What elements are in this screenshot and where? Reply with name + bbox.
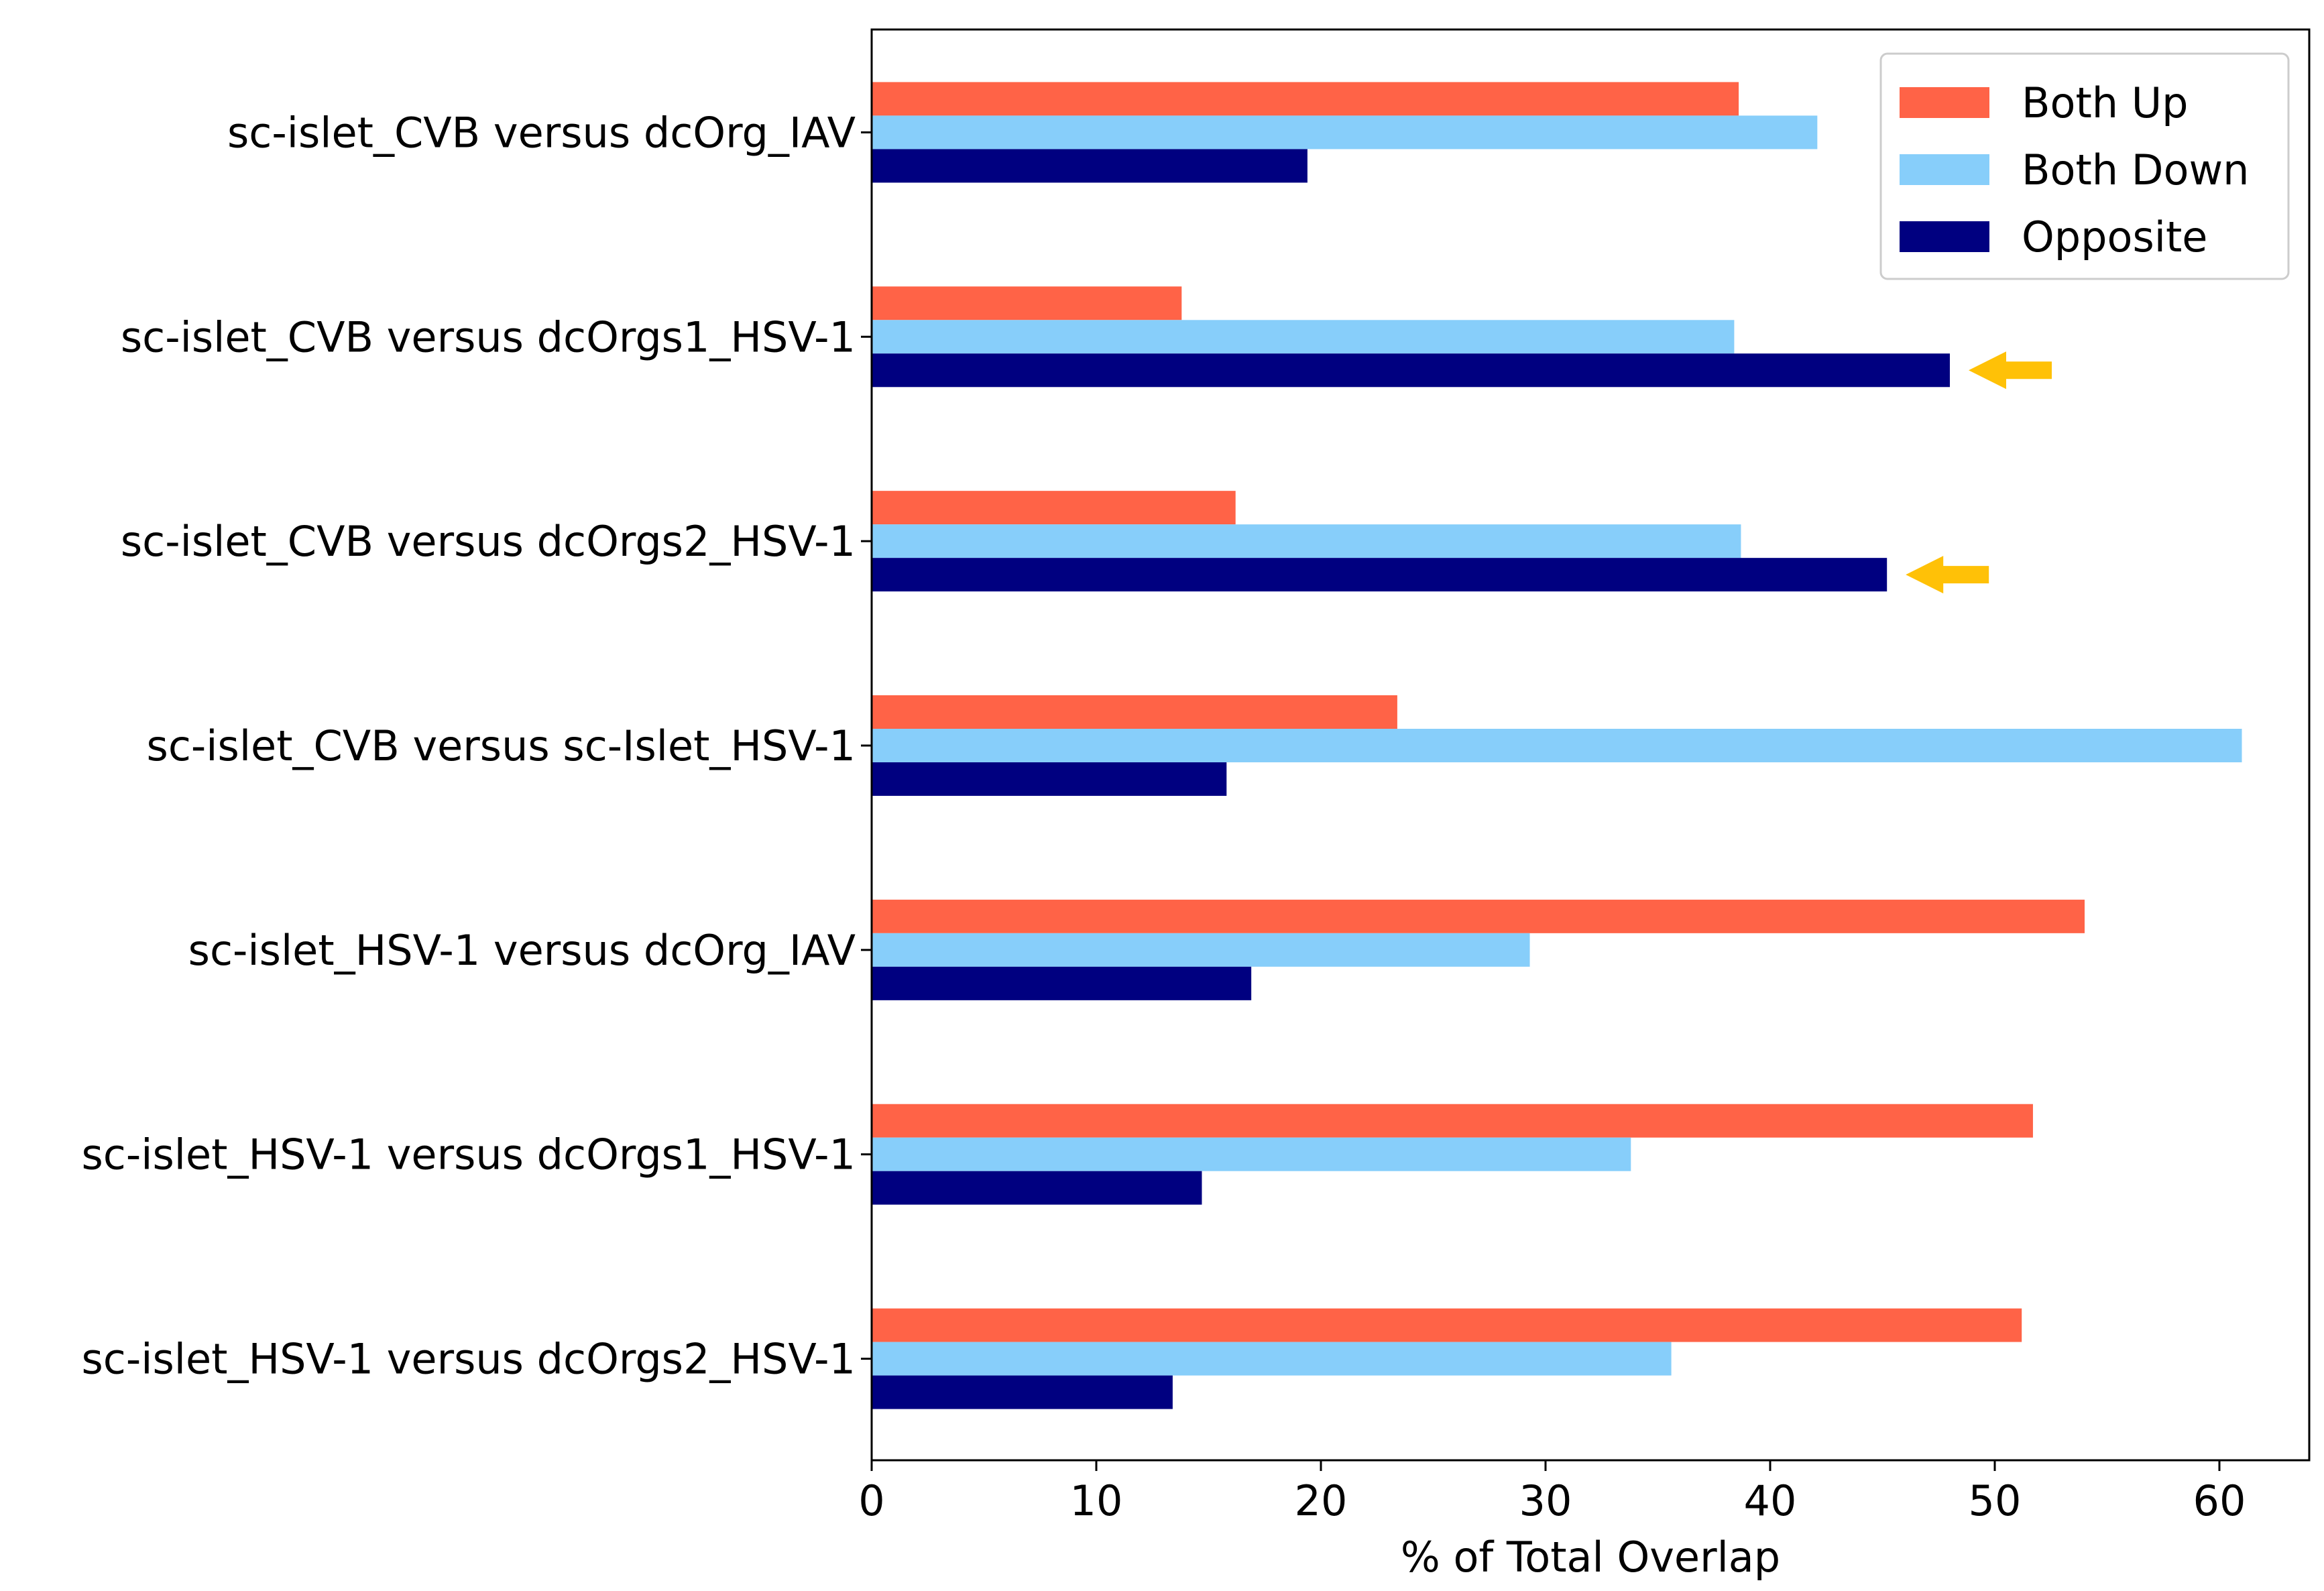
bar-opposite-5[interactable]: [872, 1171, 1202, 1205]
legend-swatch-both-down[interactable]: [1900, 154, 1989, 185]
category-label: sc-islet_CVB versus dcOrg_IAV: [227, 108, 856, 157]
bar-opposite-6[interactable]: [872, 1375, 1173, 1409]
bar-both-up-4[interactable]: [872, 899, 2085, 933]
bars-layer: [872, 82, 2242, 1409]
bar-both-down-6[interactable]: [872, 1342, 1672, 1376]
bar-both-down-3[interactable]: [872, 729, 2242, 762]
bar-both-down-4[interactable]: [872, 933, 1530, 967]
x-tick-label: 60: [2193, 1476, 2246, 1525]
highlight-arrow-icon: [1906, 556, 1989, 594]
bar-both-up-5[interactable]: [872, 1104, 2033, 1138]
x-tick-label: 10: [1070, 1476, 1123, 1525]
annotations-layer: [1906, 351, 2052, 594]
x-tick-label: 20: [1295, 1476, 1348, 1525]
x-tick-label: 50: [1969, 1476, 2022, 1525]
x-tick-label: 0: [858, 1476, 884, 1525]
bar-both-up-3[interactable]: [872, 695, 1397, 729]
bar-both-up-6[interactable]: [872, 1308, 2022, 1342]
legend[interactable]: Both Up Both Down Opposite: [1879, 52, 2290, 280]
y-axis: sc-islet_CVB versus dcOrg_IAV sc-islet_CV…: [81, 108, 872, 1384]
bar-both-down-5[interactable]: [872, 1137, 1631, 1171]
bar-opposite-4[interactable]: [872, 966, 1252, 1000]
legend-swatch-both-up[interactable]: [1900, 87, 1989, 118]
bar-both-up-1[interactable]: [872, 286, 1182, 320]
bar-both-down-1[interactable]: [872, 320, 1735, 354]
x-tick-label: 30: [1519, 1476, 1572, 1525]
legend-swatch-opposite[interactable]: [1900, 221, 1989, 252]
bar-both-down-0[interactable]: [872, 115, 1818, 150]
x-axis-title: % of Total Overlap: [1401, 1533, 1780, 1582]
legend-label-both-down[interactable]: Both Down: [2022, 145, 2249, 194]
highlight-arrow-icon: [1969, 351, 2052, 390]
category-label: sc-islet_CVB versus sc-Islet_HSV-1: [147, 721, 856, 770]
bar-opposite-3[interactable]: [872, 762, 1227, 796]
category-label: sc-islet_HSV-1 versus dcOrgs2_HSV-1: [81, 1335, 856, 1384]
legend-label-both-up[interactable]: Both Up: [2022, 78, 2189, 127]
x-axis: 0 10 20 30 40 50 60: [858, 1460, 2246, 1525]
legend-label-opposite[interactable]: Opposite: [2022, 213, 2207, 261]
bar-both-down-2[interactable]: [872, 524, 1741, 558]
category-label: sc-islet_HSV-1 versus dcOrg_IAV: [188, 926, 856, 975]
category-label: sc-islet_CVB versus dcOrgs1_HSV-1: [121, 312, 856, 361]
bar-opposite-1[interactable]: [872, 353, 1950, 388]
bar-both-up-0[interactable]: [872, 82, 1739, 116]
category-label: sc-islet_HSV-1 versus dcOrgs1_HSV-1: [81, 1130, 856, 1179]
x-tick-label: 40: [1744, 1476, 1797, 1525]
bar-opposite-2[interactable]: [872, 558, 1887, 592]
category-label: sc-islet_CVB versus dcOrgs2_HSV-1: [121, 517, 856, 566]
bar-both-up-2[interactable]: [872, 491, 1236, 525]
bar-opposite-0[interactable]: [872, 149, 1308, 183]
